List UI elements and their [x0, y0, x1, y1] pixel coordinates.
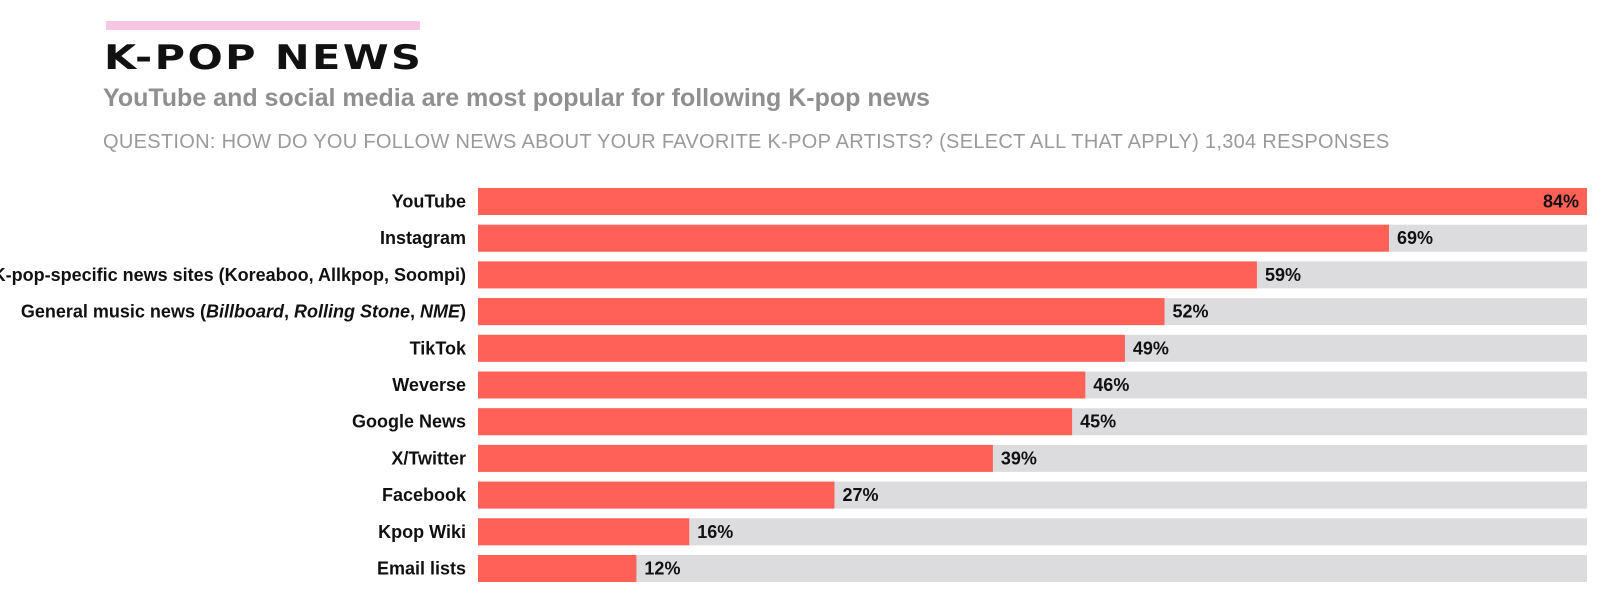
- value-label-kpop-wiki: 16%: [697, 522, 733, 542]
- bar-x-twitter: [478, 444, 993, 472]
- bar-k-pop-specific-news-sites: [478, 261, 1257, 289]
- value-label-email-lists: 12%: [644, 559, 680, 579]
- category-label-facebook: Facebook: [382, 485, 467, 505]
- chart-subtitle: YouTube and social media are most popula…: [103, 84, 930, 112]
- category-label-tiktok: TikTok: [410, 338, 467, 358]
- value-label-instagram: 69%: [1397, 228, 1433, 248]
- value-label-weverse: 46%: [1093, 375, 1129, 395]
- survey-question: QUESTION: HOW DO YOU FOLLOW NEWS ABOUT Y…: [103, 131, 1390, 153]
- category-label-weverse: Weverse: [392, 375, 466, 395]
- bar-weverse: [478, 371, 1086, 399]
- category-label-k-pop-specific-news-sites: K-pop-specific news sites (Koreaboo, All…: [0, 265, 466, 285]
- category-label-youtube: YouTube: [392, 192, 466, 212]
- category-label-instagram: Instagram: [380, 228, 466, 248]
- value-label-general-music-news: 52%: [1173, 302, 1209, 322]
- value-label-tiktok: 49%: [1133, 338, 1169, 358]
- category-label-general-music-news: General music news (Billboard, Rolling S…: [21, 302, 466, 322]
- value-label-youtube: 84%: [1543, 192, 1579, 212]
- bar-track-email-lists: [478, 555, 1587, 582]
- category-label-kpop-wiki: Kpop Wiki: [378, 522, 466, 542]
- value-label-x-twitter: 39%: [1001, 448, 1037, 468]
- category-label-x-twitter: X/Twitter: [391, 448, 466, 468]
- title-accent-bar: [106, 21, 420, 30]
- category-label-email-lists: Email lists: [377, 559, 466, 579]
- bar-general-music-news: [478, 298, 1165, 326]
- bar-youtube: [478, 188, 1587, 215]
- bar-tiktok: [478, 334, 1125, 362]
- bar-kpop-wiki: [478, 518, 690, 546]
- bar-instagram: [478, 224, 1389, 252]
- value-label-k-pop-specific-news-sites: 59%: [1265, 265, 1301, 285]
- value-label-facebook: 27%: [842, 485, 878, 505]
- value-label-google-news: 45%: [1080, 412, 1116, 432]
- chart-title: K-POP NEWS: [104, 38, 424, 78]
- category-label-google-news: Google News: [352, 412, 466, 432]
- bar-email-lists: [478, 555, 637, 582]
- bar-google-news: [478, 408, 1073, 436]
- bar-facebook: [478, 481, 835, 509]
